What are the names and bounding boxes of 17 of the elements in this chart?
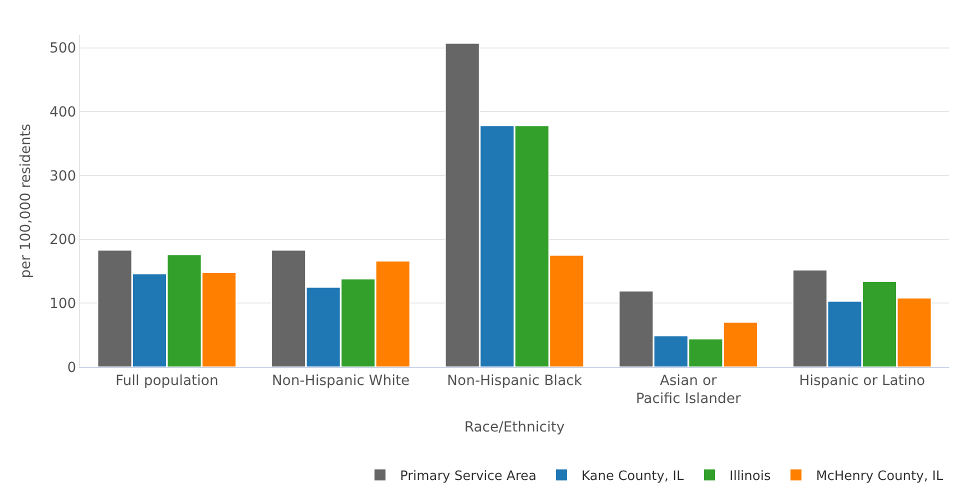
y-axis-title: per 100,000 residents (18, 124, 34, 278)
x-tick-label: Hispanic or Latino (799, 372, 926, 389)
y-tick-label: 300 (49, 168, 76, 184)
y-tick-label: 500 (49, 40, 76, 57)
x-axis-title: Race/Ethnicity (464, 419, 565, 436)
legend-label: Illinois (730, 468, 771, 484)
y-tick-label: 200 (49, 232, 76, 248)
legend-label: McHenry County, IL (816, 468, 944, 484)
x-tick-label: Full population (115, 372, 218, 389)
y-tick-label: 0 (67, 360, 76, 376)
x-tick-label: Non-Hispanic Black (447, 372, 583, 389)
legend-label: Primary Service Area (400, 468, 536, 484)
x-tick-label: Asian or Pacific Islander (636, 372, 742, 407)
legend-label: Kane County, IL (581, 468, 684, 484)
x-tick-label: Non-Hispanic White (272, 372, 410, 389)
y-tick-label: 400 (49, 104, 76, 121)
y-tick-label: 100 (49, 296, 76, 312)
